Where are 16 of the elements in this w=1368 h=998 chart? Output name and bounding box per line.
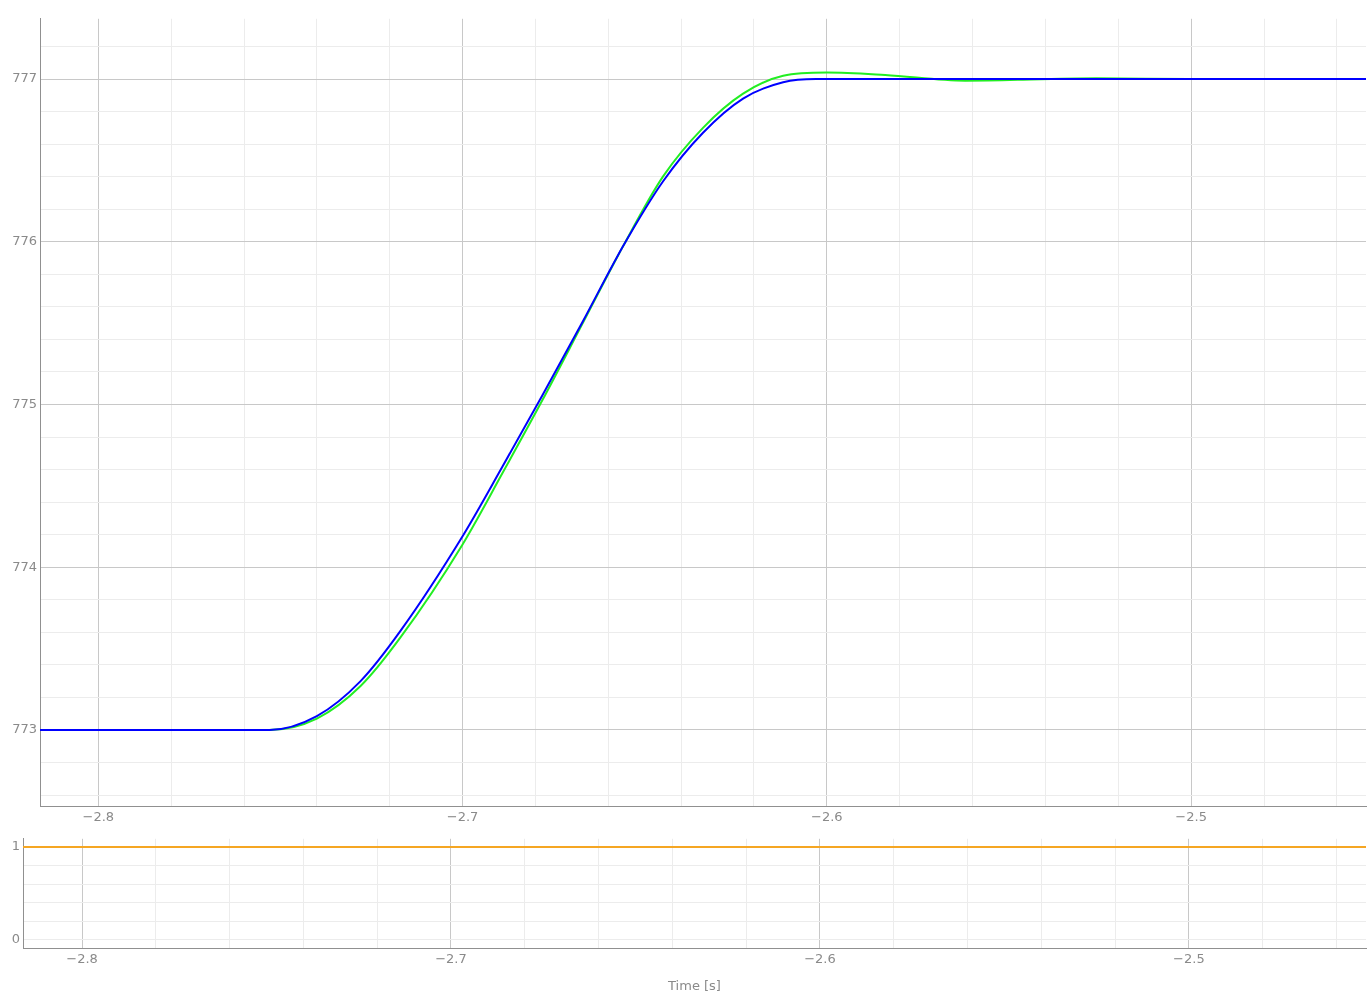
- y-tick-label: 773: [12, 721, 37, 737]
- x-tick-label: −2.5: [1175, 808, 1207, 824]
- y-tick-label: 1: [11, 838, 20, 854]
- x-tick-label: −2.8: [66, 950, 98, 966]
- y-tick-label: 777: [12, 70, 37, 86]
- x-tick-label: −2.7: [446, 808, 479, 824]
- x-axis-title: Time [s]: [667, 977, 721, 993]
- x-tick-label: −2.6: [811, 808, 843, 824]
- y-tick-label: 774: [12, 558, 37, 574]
- y-tick-label: 776: [12, 233, 37, 249]
- x-tick-label: −2.6: [804, 950, 836, 966]
- x-tick-label: −2.8: [82, 808, 115, 824]
- y-tick-label: 0: [11, 930, 20, 946]
- y-tick-label: 775: [12, 395, 37, 411]
- x-tick-label: −2.5: [1173, 950, 1205, 966]
- x-tick-label: −2.7: [435, 950, 467, 966]
